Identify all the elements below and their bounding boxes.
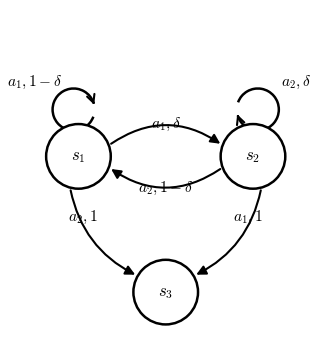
Circle shape [46,124,111,189]
Text: $a_2, 1-\delta$: $a_2, 1-\delta$ [138,180,193,197]
Text: $a_2, \delta$: $a_2, \delta$ [281,73,312,91]
Text: $a_2, 1$: $a_2, 1$ [68,209,98,226]
Text: $s_3$: $s_3$ [158,283,173,301]
Text: $s_1$: $s_1$ [71,147,86,165]
Text: $a_1, \delta$: $a_1, \delta$ [151,116,181,132]
FancyArrowPatch shape [71,190,133,274]
Circle shape [221,124,285,189]
FancyArrowPatch shape [113,169,220,188]
Text: $a_1, 1$: $a_1, 1$ [233,209,263,226]
Text: $a_1, 1-\delta$: $a_1, 1-\delta$ [7,73,62,91]
FancyArrowPatch shape [111,125,218,144]
FancyArrowPatch shape [198,190,261,274]
Circle shape [133,260,198,324]
Text: $s_2$: $s_2$ [245,147,260,165]
